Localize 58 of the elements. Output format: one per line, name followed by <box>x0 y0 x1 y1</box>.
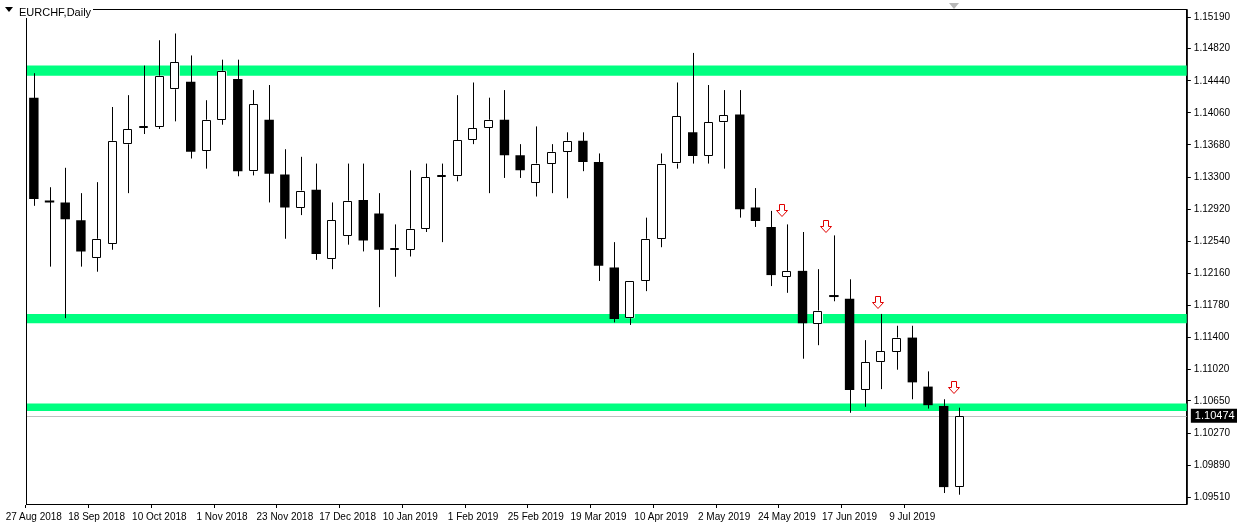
y-tick-label: 1.14060 <box>1193 106 1231 118</box>
candlestick <box>437 163 446 243</box>
y-tick-label: 1.09890 <box>1193 458 1231 470</box>
x-tick-label: 23 Nov 2018 <box>256 510 314 522</box>
x-tick-label: 17 Dec 2018 <box>319 510 377 522</box>
y-tick-label: 1.13680 <box>1193 138 1231 150</box>
y-tick-label: 1.13300 <box>1193 170 1231 182</box>
candlestick <box>923 370 933 410</box>
x-tick-label: 25 Feb 2019 <box>507 510 565 522</box>
candlestick <box>546 143 557 194</box>
y-tick-label: 1.11780 <box>1193 299 1230 311</box>
candlestick <box>813 268 823 346</box>
y-tick-label: 1.15190 <box>1193 11 1231 23</box>
ref-line-label: 1.10474 <box>1194 408 1235 421</box>
candlestick <box>531 125 541 198</box>
candlestick <box>405 169 416 257</box>
x-tick-label: 27 Aug 2018 <box>5 510 63 522</box>
candlestick <box>468 81 478 145</box>
x-tick-label: 10 Jan 2019 <box>382 510 439 522</box>
x-tick-label: 24 May 2019 <box>757 510 817 522</box>
candlestick <box>719 89 729 170</box>
y-tick-label: 1.11400 <box>1193 331 1230 343</box>
candlestick <box>750 187 761 228</box>
candlestick <box>484 97 494 194</box>
candlestick <box>91 181 102 273</box>
candlestick <box>515 143 525 179</box>
chart-title: EURCHF,Daily <box>17 6 94 18</box>
candlestick <box>389 223 400 278</box>
candlestick <box>829 234 839 302</box>
x-tick-label: 2 May 2019 <box>697 510 751 522</box>
x-tick-label: 19 Mar 2019 <box>570 510 628 522</box>
y-tick-label: 1.12920 <box>1193 202 1231 214</box>
y-tick-label: 1.10650 <box>1193 394 1231 406</box>
y-tick-label: 1.11020 <box>1193 363 1230 375</box>
y-tick-label: 1.10270 <box>1193 426 1231 438</box>
y-tick-label: 1.12540 <box>1193 235 1231 247</box>
candlestick <box>688 52 698 165</box>
y-tick-label: 1.14820 <box>1193 42 1231 54</box>
x-tick-label: 17 Jun 2019 <box>822 510 878 522</box>
x-tick-label: 1 Nov 2018 <box>196 510 249 522</box>
candlestick <box>891 325 902 371</box>
candlestick <box>60 167 70 319</box>
x-tick-label: 10 Oct 2018 <box>132 510 188 522</box>
y-tick-label: 1.12160 <box>1193 267 1231 279</box>
candlestick <box>876 313 886 390</box>
x-tick-label: 10 Apr 2019 <box>634 510 689 522</box>
candlestick <box>562 131 572 199</box>
candlestick <box>44 186 55 268</box>
y-tick-label: 1.14440 <box>1193 74 1231 86</box>
candlestick <box>578 131 588 172</box>
candlestick <box>295 156 306 216</box>
candlestick <box>123 94 133 194</box>
y-tick-label: 1.09510 <box>1193 490 1231 502</box>
x-tick-label: 9 Jul 2019 <box>889 510 936 522</box>
x-tick-label: 1 Feb 2019 <box>447 510 499 522</box>
candlestick <box>782 223 792 294</box>
x-tick-label: 18 Sep 2018 <box>68 510 126 522</box>
candlestick <box>139 65 148 135</box>
